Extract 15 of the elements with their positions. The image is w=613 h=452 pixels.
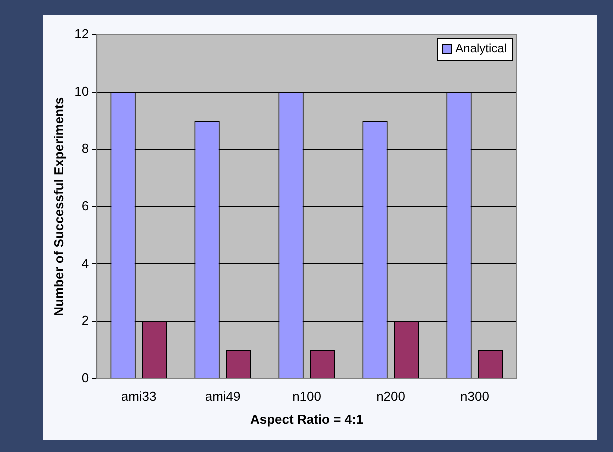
y-tick-label: 2 [82,313,90,328]
y-tick-label: 6 [82,198,90,214]
y-tick-label: 10 [74,84,90,99]
x-tick-label: ami33 [121,389,157,404]
x-tick-label: n300 [460,389,490,404]
y-tick-label: 8 [82,141,90,156]
x-axis-title: Aspect Ratio = 4:1 [250,412,364,427]
y-axis-title: Number of Successful Experiments [51,97,66,316]
y-tick-label: 12 [74,26,90,42]
x-tick-label: n200 [376,389,406,404]
x-tick-label: ami49 [205,389,241,404]
legend-label: Analytical [456,41,507,56]
y-tick-label: 0 [82,370,90,386]
x-tick-label: n100 [292,389,322,404]
y-tick-label: 4 [82,256,90,271]
